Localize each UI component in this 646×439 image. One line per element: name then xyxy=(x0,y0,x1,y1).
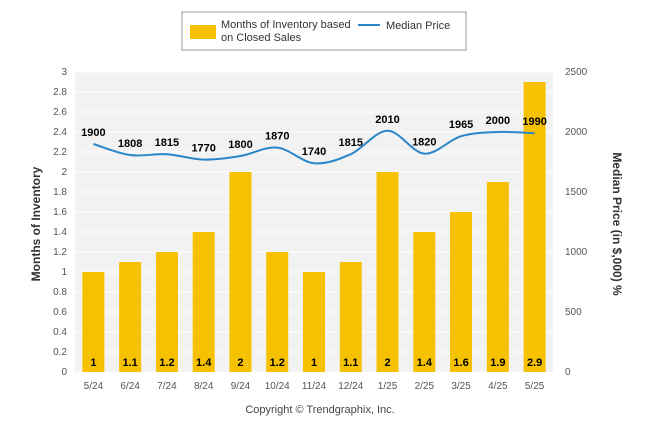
x-tick-label: 4/25 xyxy=(488,381,508,392)
y2-axis-title: Median Price (in $,000) % xyxy=(610,152,624,296)
price-value-label: 1740 xyxy=(302,146,326,158)
y2-tick-label: 0 xyxy=(565,367,571,378)
bar-labels: 1 1.1 1.2 1.4 2 1.2 1 1.1 2 1.4 1.6 1.9 2.9 xyxy=(90,357,542,369)
y-tick-label: 0.8 xyxy=(53,287,67,298)
legend-bar-swatch xyxy=(190,25,216,39)
y-tick-label: 0.6 xyxy=(53,307,67,318)
price-value-label: 2000 xyxy=(486,115,510,127)
bar xyxy=(413,232,436,372)
x-tick-label: 10/24 xyxy=(265,381,290,392)
x-tick-label: 5/25 xyxy=(525,381,545,392)
legend: Months of Inventory based on Closed Sale… xyxy=(181,11,467,51)
legend-bar-label-line1: Months of Inventory based xyxy=(221,19,351,31)
median-price-line xyxy=(93,129,535,165)
bar-value-label: 1.2 xyxy=(270,357,285,369)
bar xyxy=(303,272,325,372)
bar xyxy=(119,262,142,372)
bar-value-label: 1.4 xyxy=(196,357,212,369)
bar-value-label: 2.9 xyxy=(527,357,542,369)
price-value-label: 1770 xyxy=(191,143,215,155)
price-value-label: 1820 xyxy=(412,137,436,149)
y2-tick-label: 1500 xyxy=(565,187,588,198)
legend-bar-label-line2: on Closed Sales xyxy=(221,32,302,44)
bar xyxy=(155,252,178,372)
bar xyxy=(339,262,362,372)
y-tick-label: 1.2 xyxy=(53,247,67,258)
x-tick-label: 8/24 xyxy=(194,381,214,392)
y-tick-label: 1.8 xyxy=(53,187,67,198)
y-tick-label: 1.4 xyxy=(53,227,67,238)
y-tick-label: 0.2 xyxy=(53,347,67,358)
bar-value-label: 1.1 xyxy=(123,357,138,369)
bar-value-label: 1.1 xyxy=(343,357,358,369)
bar-value-label: 1.9 xyxy=(490,357,505,369)
bars xyxy=(82,82,546,372)
price-value-label: 1990 xyxy=(522,116,546,128)
y-tick-label: 0.4 xyxy=(53,327,67,338)
y-tick-label: 2.2 xyxy=(53,147,67,158)
legend-line-label: Median Price xyxy=(386,20,450,32)
x-tick-label: 1/25 xyxy=(378,381,398,392)
left-axis-ticks: 0 0.2 0.4 0.6 0.8 1 1.2 1.4 1.6 1.8 2 2.2 2.4 2.6 2.8 3 xyxy=(53,67,67,378)
x-tick-label: 9/24 xyxy=(231,381,251,392)
price-value-label: 1800 xyxy=(228,139,252,151)
y-tick-label: 2.4 xyxy=(53,127,67,138)
bar xyxy=(266,252,289,372)
y-tick-label: 0 xyxy=(61,367,67,378)
bar xyxy=(229,172,252,372)
price-value-label: 1900 xyxy=(81,127,105,139)
right-axis-ticks: 0 500 1000 1500 2000 2500 xyxy=(565,67,588,378)
x-axis-ticks: 5/24 6/24 7/24 8/24 9/24 10/24 11/24 12/24 1/25 2… xyxy=(84,381,545,392)
price-value-label: 2010 xyxy=(375,114,399,126)
y2-tick-label: 1000 xyxy=(565,247,588,258)
bar-value-label: 1.2 xyxy=(159,357,174,369)
price-value-label: 1808 xyxy=(118,138,142,150)
bar-value-label: 1.6 xyxy=(453,357,468,369)
x-tick-label: 6/24 xyxy=(120,381,140,392)
bar-value-label: 2 xyxy=(237,357,243,369)
y-tick-label: 2 xyxy=(61,167,67,178)
y-tick-label: 1 xyxy=(61,267,67,278)
y-tick-label: 1.6 xyxy=(53,207,67,218)
x-tick-label: 5/24 xyxy=(84,381,104,392)
bar-value-label: 1 xyxy=(90,357,96,369)
x-tick-label: 12/24 xyxy=(338,381,363,392)
bar xyxy=(523,82,546,372)
y2-tick-label: 2000 xyxy=(565,127,588,138)
price-value-label: 1815 xyxy=(339,137,363,149)
x-tick-label: 7/24 xyxy=(157,381,177,392)
price-labels: 1900 1808 1815 1770 1800 1870 1740 1815 2010 1820… xyxy=(81,114,547,158)
price-value-label: 1965 xyxy=(449,119,473,131)
copyright-footer: Copyright © Trendgraphix, Inc. xyxy=(245,404,394,416)
price-line xyxy=(93,129,535,165)
y-tick-label: 2.8 xyxy=(53,87,67,98)
bar-value-label: 1 xyxy=(311,357,317,369)
y-tick-label: 2.6 xyxy=(53,107,67,118)
y-axis-title: Months of Inventory xyxy=(29,166,43,281)
bar xyxy=(450,212,473,372)
x-tick-label: 2/25 xyxy=(415,381,435,392)
bar xyxy=(192,232,215,372)
bar xyxy=(82,272,105,372)
y2-tick-label: 2500 xyxy=(565,67,588,78)
y-tick-label: 3 xyxy=(61,67,67,78)
x-tick-label: 11/24 xyxy=(302,381,327,392)
y2-tick-label: 500 xyxy=(565,307,582,318)
bar xyxy=(376,172,399,372)
legend-box xyxy=(181,11,467,51)
price-value-label: 1870 xyxy=(265,131,289,143)
price-value-label: 1815 xyxy=(155,137,179,149)
x-tick-label: 3/25 xyxy=(451,381,471,392)
bar-value-label: 1.4 xyxy=(417,357,433,369)
bar-value-label: 2 xyxy=(384,357,390,369)
bar xyxy=(486,182,509,372)
